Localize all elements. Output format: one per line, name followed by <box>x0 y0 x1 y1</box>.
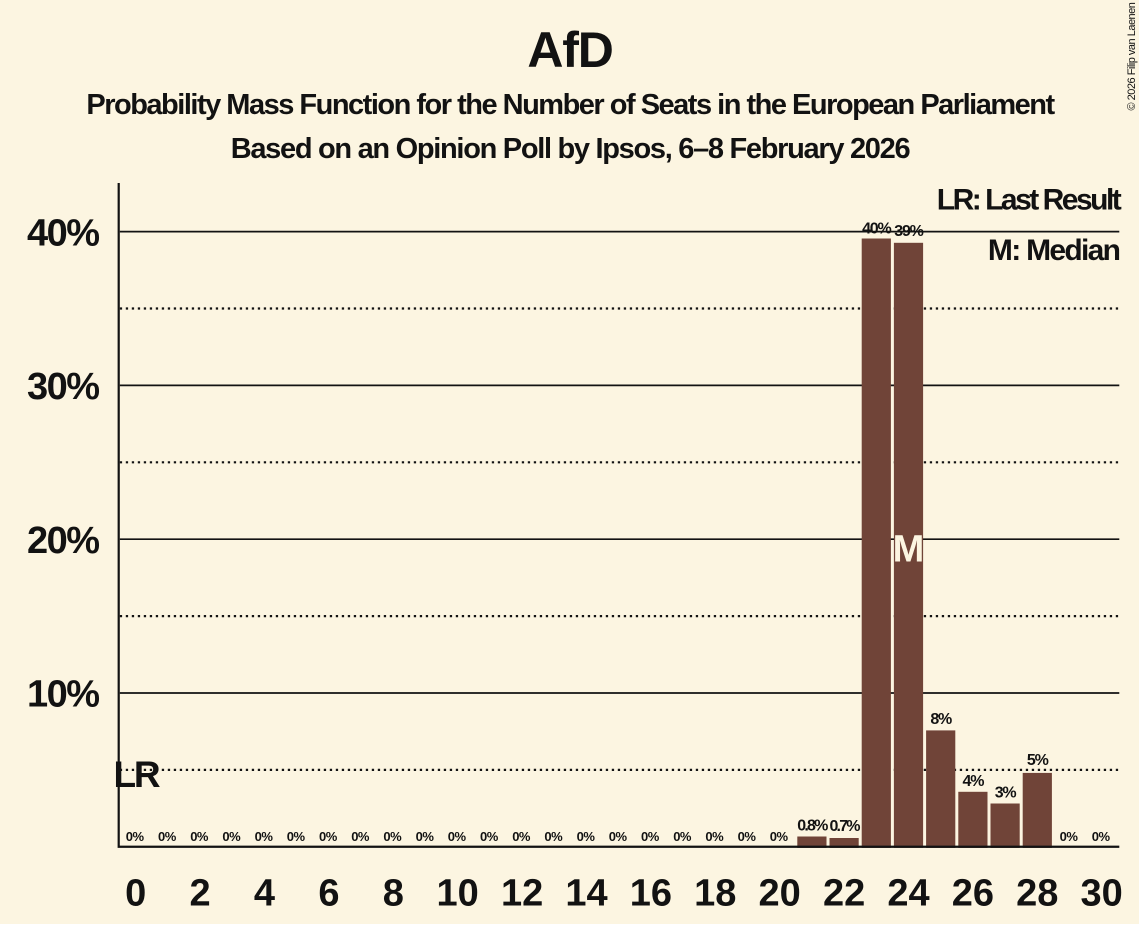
svg-text:0%: 0% <box>222 829 241 844</box>
svg-text:12: 12 <box>501 873 543 915</box>
svg-text:30: 30 <box>1081 873 1123 915</box>
svg-text:0%: 0% <box>577 829 596 844</box>
svg-text:0%: 0% <box>770 829 789 844</box>
svg-text:Probability Mass Function for: Probability Mass Function for the Number… <box>86 89 1055 121</box>
svg-text:8: 8 <box>383 873 404 915</box>
svg-text:AfD: AfD <box>527 22 612 78</box>
svg-text:28: 28 <box>1016 873 1058 915</box>
svg-text:3%: 3% <box>995 785 1017 802</box>
svg-text:M: Median: M: Median <box>988 234 1120 267</box>
svg-text:Based on an Opinion Poll by Ip: Based on an Opinion Poll by Ipsos, 6–8 F… <box>231 133 911 165</box>
svg-text:10: 10 <box>437 873 479 915</box>
svg-text:0%: 0% <box>126 829 145 844</box>
svg-text:0%: 0% <box>544 829 563 844</box>
svg-text:0%: 0% <box>448 829 467 844</box>
svg-text:5%: 5% <box>1027 752 1049 769</box>
svg-text:20: 20 <box>759 873 801 915</box>
svg-text:40%: 40% <box>27 212 99 254</box>
svg-text:39%: 39% <box>894 223 923 240</box>
svg-text:0%: 0% <box>255 829 274 844</box>
svg-text:0.8%: 0.8% <box>797 818 828 835</box>
svg-text:14: 14 <box>565 873 607 915</box>
svg-text:10%: 10% <box>27 674 99 716</box>
svg-text:0%: 0% <box>673 829 692 844</box>
svg-text:0%: 0% <box>609 829 628 844</box>
svg-text:0%: 0% <box>1060 829 1079 844</box>
svg-text:0%: 0% <box>158 829 177 844</box>
svg-text:0%: 0% <box>738 829 757 844</box>
svg-text:0%: 0% <box>641 829 660 844</box>
svg-text:16: 16 <box>630 873 672 915</box>
svg-text:0.7%: 0.7% <box>829 818 860 835</box>
svg-text:40%: 40% <box>862 220 891 237</box>
svg-text:30%: 30% <box>27 366 99 408</box>
svg-text:M: M <box>893 529 925 571</box>
svg-text:0%: 0% <box>1092 829 1111 844</box>
svg-text:0%: 0% <box>319 829 338 844</box>
svg-text:0%: 0% <box>416 829 435 844</box>
svg-text:4%: 4% <box>963 773 985 790</box>
svg-text:26: 26 <box>952 873 994 915</box>
svg-text:22: 22 <box>823 873 865 915</box>
svg-text:4: 4 <box>254 873 275 915</box>
svg-text:LR: Last Result: LR: Last Result <box>937 183 1122 216</box>
svg-text:0%: 0% <box>383 829 402 844</box>
svg-text:18: 18 <box>694 873 736 915</box>
svg-text:0%: 0% <box>351 829 370 844</box>
svg-text:24: 24 <box>887 873 929 915</box>
svg-text:2: 2 <box>190 873 211 915</box>
svg-text:0%: 0% <box>480 829 499 844</box>
svg-text:0%: 0% <box>512 829 531 844</box>
svg-text:20%: 20% <box>27 520 99 562</box>
svg-text:0%: 0% <box>287 829 306 844</box>
svg-text:LR: LR <box>114 754 160 795</box>
svg-text:8%: 8% <box>930 711 952 728</box>
svg-text:0: 0 <box>125 873 146 915</box>
svg-text:0%: 0% <box>705 829 724 844</box>
svg-text:0%: 0% <box>190 829 209 844</box>
svg-text:© 2026 Filip van Laenen: © 2026 Filip van Laenen <box>1126 2 1138 110</box>
svg-text:6: 6 <box>318 873 339 915</box>
